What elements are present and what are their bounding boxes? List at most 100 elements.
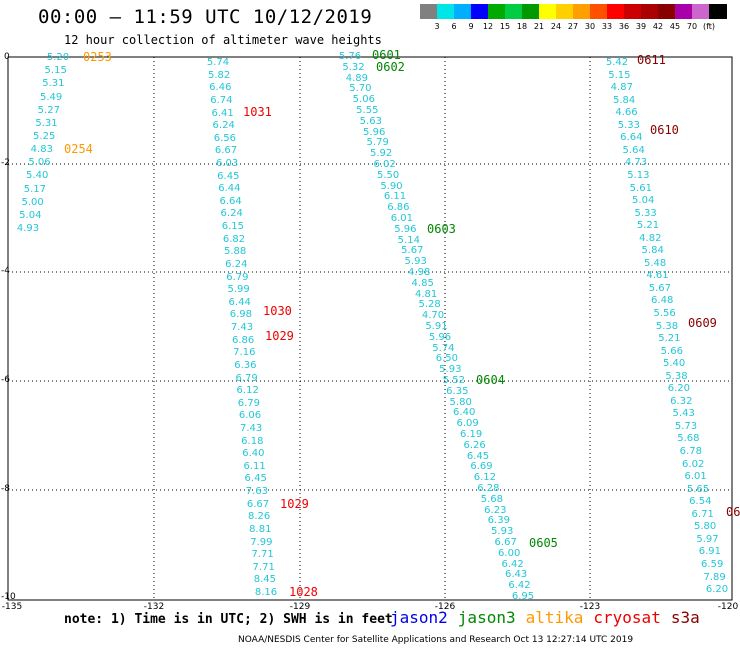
wave-height-value: 5.82	[207, 69, 231, 81]
wave-height-value: 6.35	[446, 385, 469, 397]
legend-s3a: s3a	[670, 608, 700, 627]
wave-height-value: 7.99	[250, 536, 273, 548]
wave-height-value: 6.12	[236, 385, 259, 397]
wave-height-value: 7.16	[233, 347, 256, 359]
wave-height-value: 5.50	[376, 169, 400, 181]
pass-time-label: 0253	[83, 50, 112, 64]
wave-height-value: 5.04	[632, 195, 655, 206]
wave-height-value: 5.76	[338, 51, 362, 62]
wave-height-value: 6.56	[213, 132, 237, 144]
wave-height-value: 6.40	[453, 407, 476, 419]
latitude-label: -4	[1, 266, 10, 276]
wave-height-value: 6.20	[667, 383, 691, 395]
wave-height-value: 6.19	[459, 429, 483, 440]
wave-height-value: 4.89	[345, 72, 369, 84]
wave-height-value: 7.43	[230, 322, 254, 333]
color-scale-label: 39	[635, 22, 647, 31]
wave-height-value: 4.87	[610, 82, 633, 94]
wave-height-value: 5.90	[380, 180, 403, 192]
color-swatch	[505, 4, 523, 19]
wave-height-value: 6.39	[487, 515, 510, 527]
color-swatch	[471, 4, 489, 19]
wave-height-value: 5.61	[629, 182, 652, 194]
color-scale-label: 33	[601, 22, 613, 31]
wave-height-value: 5.67	[648, 282, 672, 294]
pass-time-label: 0603	[427, 222, 456, 236]
wave-height-value: 6.67	[246, 498, 270, 510]
color-swatch	[556, 4, 574, 19]
wave-height-value: 5.25	[33, 130, 56, 142]
color-swatch	[641, 4, 659, 19]
wave-height-value: 6.79	[237, 397, 261, 409]
wave-height-value: 7.71	[252, 561, 275, 573]
wave-height-value: 5.48	[643, 257, 667, 269]
wave-height-value: 5.67	[401, 245, 424, 257]
wave-height-value: 7.71	[251, 549, 274, 561]
wave-height-value: 6.98	[229, 309, 253, 321]
wave-height-value: 6.48	[651, 295, 674, 307]
wave-height-value: 6.86	[387, 202, 410, 214]
wave-height-value: 5.73	[674, 420, 698, 432]
wave-height-value: 5.04	[19, 209, 42, 221]
wave-height-value: 6.28	[477, 483, 500, 494]
color-swatch	[675, 4, 693, 19]
wave-height-value: 4.70	[421, 310, 445, 322]
wave-height-value: 5.96	[363, 126, 386, 138]
wave-height-value: 5.31	[42, 78, 65, 90]
wave-height-value: 5.14	[397, 234, 420, 246]
wave-height-value: 5.64	[622, 144, 645, 156]
graticule-grid	[8, 57, 732, 600]
longitude-label: -132	[143, 602, 165, 612]
wave-height-value: 6.46	[209, 82, 232, 94]
wave-height-value: 6.71	[691, 508, 714, 520]
wave-height-value: 5.55	[356, 105, 379, 116]
color-scale-label: 36	[618, 22, 630, 31]
wave-height-value: 5.65	[686, 483, 710, 495]
color-swatch	[539, 4, 557, 19]
wave-height-value: 6.45	[244, 473, 267, 485]
pass-time-label: 0605	[529, 536, 558, 550]
wave-height-value: 5.80	[693, 521, 717, 533]
longitude-label: -126	[434, 602, 456, 612]
wave-height-value: 5.66	[660, 345, 683, 357]
color-scale-label: 15	[499, 22, 511, 31]
wave-height-value: 6.79	[226, 271, 249, 283]
wave-height-value: 5.33	[634, 207, 657, 219]
color-swatch	[454, 4, 472, 19]
color-scale-label: 12	[482, 22, 494, 31]
wave-height-value: 4.82	[639, 232, 662, 244]
wave-height-value: 5.70	[349, 83, 372, 95]
wave-height-value: 6.69	[470, 461, 493, 473]
longitude-label: -135	[1, 602, 23, 612]
wave-height-value: 6.41	[211, 107, 234, 119]
legend-altika: altika	[525, 608, 584, 627]
latitude-label: 0	[4, 52, 10, 62]
color-scale-label: 21	[533, 22, 545, 31]
color-scale-label: 27	[567, 22, 579, 31]
wave-height-value: 5.63	[359, 115, 382, 127]
color-swatch	[573, 4, 591, 19]
wave-height-value: 4.83	[30, 144, 53, 156]
color-scale-label: 9	[468, 22, 474, 31]
latitude-label: -8	[1, 484, 10, 494]
wave-height-value: 6.01	[390, 213, 414, 224]
longitude-label: -129	[289, 602, 311, 612]
color-scale-label: 6	[451, 22, 457, 31]
wave-height-value: 5.21	[658, 333, 681, 344]
wave-height-value: 6.54	[689, 496, 712, 508]
wave-height-value: 5.99	[227, 284, 250, 296]
wave-height-value: 6.36	[234, 359, 257, 371]
legend-jason3: jason3	[457, 608, 516, 627]
wave-height-value: 6.42	[508, 580, 531, 592]
credit-footer: NOAA/NESDIS Center for Satellite Applica…	[238, 635, 634, 645]
wave-height-value: 4.61	[646, 270, 669, 282]
color-scale-label: 3	[434, 22, 440, 31]
wave-height-value: 6.64	[620, 132, 643, 144]
wave-height-value: 5.84	[641, 245, 664, 257]
pass-time-label: 0254	[64, 142, 93, 156]
note-text: note: 1) Time is in UTC; 2) SWH is in fe…	[64, 612, 393, 627]
wave-height-value: 5.21	[636, 220, 660, 232]
wave-height-value: 6.01	[684, 471, 707, 483]
legend-jason2: jason2	[390, 608, 448, 627]
color-scale-label: 18	[516, 22, 528, 31]
